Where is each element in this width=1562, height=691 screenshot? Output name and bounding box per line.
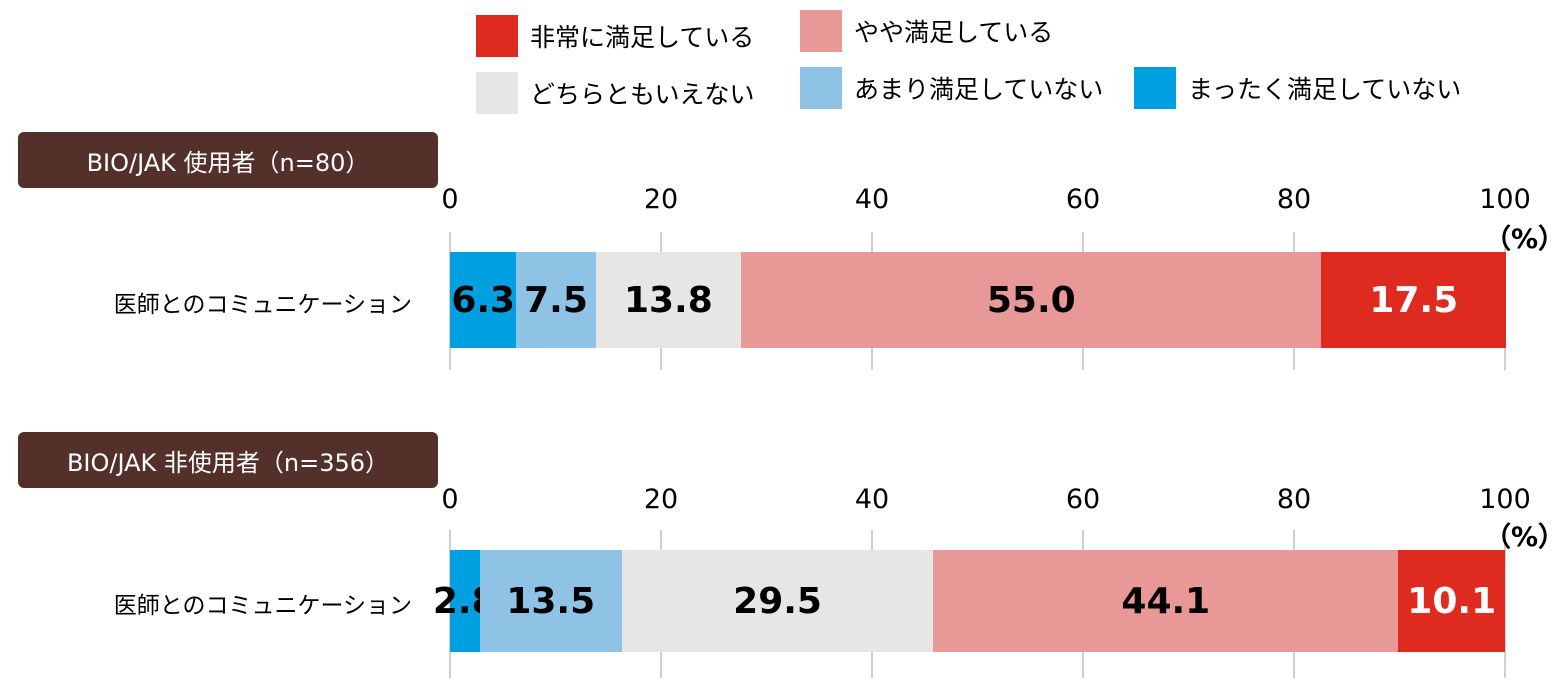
bar-segment-somewhat (741, 252, 1322, 348)
x-tick-label: 20 (643, 484, 679, 515)
category-label: 医師とのコミュニケーション (113, 292, 412, 318)
bar-segment-neutral (621, 550, 934, 652)
x-tick-label: 0 (441, 184, 459, 215)
data-label-not-at-all: 6.3 (451, 279, 516, 321)
x-tick-label: 40 (854, 484, 890, 515)
bar-segment-very (1321, 252, 1507, 348)
legend-label-not-at-all: まったく満足していない (1188, 75, 1462, 104)
data-label-somewhat: 44.1 (1121, 580, 1211, 622)
data-label-not-much: 13.5 (506, 580, 596, 622)
x-tick-label: 20 (643, 184, 679, 215)
x-tick-label: 60 (1065, 184, 1101, 215)
legend-label-very: 非常に満足している (530, 23, 755, 52)
gridline (1504, 530, 1506, 678)
legend-swatch-neutral (476, 72, 518, 114)
bar-segment-not-much (516, 252, 596, 348)
data-label-very: 17.5 (1369, 279, 1459, 321)
legend-label-somewhat: やや満足している (854, 18, 1054, 47)
data-label-somewhat: 55.0 (986, 279, 1076, 321)
group-title-non-users: BIO/JAK 非使用者（n=356） (18, 432, 438, 488)
legend-swatch-not-much (800, 67, 842, 109)
bar-segment-very (1398, 550, 1505, 652)
x-tick-label: 80 (1276, 484, 1312, 515)
x-tick-label: 100 (1479, 484, 1531, 515)
data-label-not-much: 7.5 (524, 279, 588, 321)
data-label-very: 10.1 (1407, 580, 1497, 622)
legend-swatch-not-at-all (1134, 67, 1176, 109)
legend-item-not-at-all: まったく満足していない (1134, 67, 1461, 109)
category-label: 医師とのコミュニケーション (113, 593, 412, 619)
bar-segment-not-at-all (450, 550, 480, 652)
x-tick-label: 0 (441, 484, 459, 515)
x-tick-label: 80 (1276, 184, 1312, 215)
unit-label: （%） (1484, 224, 1562, 255)
legend-item-somewhat: やや満足している (800, 10, 1053, 52)
x-tick-label: 100 (1479, 184, 1531, 215)
legend-item-neutral: どちらともいえない (476, 72, 755, 114)
unit-label: （%） (1484, 522, 1562, 553)
legend-swatch-somewhat (800, 10, 842, 52)
data-label-neutral: 13.8 (623, 279, 713, 321)
x-tick-label: 60 (1065, 484, 1101, 515)
legend-item-very: 非常に満足している (476, 15, 754, 57)
bar-segment-somewhat (933, 550, 1399, 652)
data-label-neutral: 29.5 (733, 580, 822, 622)
bar-segment-not-much (479, 550, 622, 652)
x-tick-label: 40 (854, 184, 890, 215)
legend-label-neutral: どちらともいえない (530, 80, 755, 109)
legend-swatch-very (476, 15, 518, 57)
legend-item-not-much: あまり満足していない (800, 67, 1103, 109)
legend-label-not-much: あまり満足していない (854, 75, 1104, 104)
bar-segment-neutral (595, 252, 742, 348)
group-title-users: BIO/JAK 使用者（n=80） (18, 132, 438, 188)
bar-segment-not-at-all (450, 252, 517, 348)
